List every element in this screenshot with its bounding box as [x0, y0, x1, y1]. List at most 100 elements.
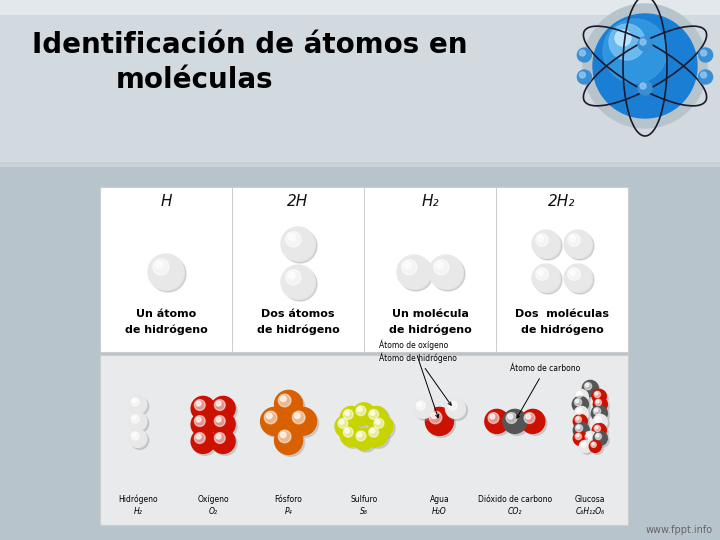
Circle shape	[283, 267, 317, 301]
Circle shape	[399, 257, 433, 291]
Circle shape	[521, 409, 545, 434]
Circle shape	[638, 37, 652, 51]
Circle shape	[211, 413, 235, 436]
Circle shape	[524, 413, 535, 423]
Circle shape	[575, 399, 590, 414]
Circle shape	[413, 399, 433, 418]
Circle shape	[581, 442, 593, 454]
Circle shape	[276, 428, 305, 456]
Circle shape	[534, 232, 562, 260]
Circle shape	[216, 417, 221, 422]
Circle shape	[215, 400, 225, 410]
FancyBboxPatch shape	[100, 187, 628, 352]
Circle shape	[595, 416, 609, 430]
Circle shape	[595, 433, 601, 440]
Circle shape	[196, 434, 201, 439]
Circle shape	[371, 415, 393, 437]
Circle shape	[191, 429, 215, 454]
Circle shape	[490, 414, 495, 419]
Circle shape	[215, 416, 225, 427]
Circle shape	[583, 4, 707, 128]
Circle shape	[585, 382, 600, 399]
Circle shape	[156, 261, 163, 268]
Circle shape	[568, 268, 580, 280]
Circle shape	[638, 81, 652, 95]
Circle shape	[573, 431, 588, 446]
Circle shape	[341, 424, 362, 446]
Circle shape	[575, 416, 582, 423]
Circle shape	[577, 409, 580, 412]
Circle shape	[402, 260, 417, 275]
Circle shape	[213, 431, 237, 455]
Circle shape	[281, 227, 315, 261]
Circle shape	[449, 402, 454, 407]
Circle shape	[426, 407, 454, 435]
Circle shape	[582, 380, 598, 396]
Text: C₆H₁₂O₆: C₆H₁₂O₆	[576, 507, 605, 516]
Circle shape	[532, 264, 560, 292]
Circle shape	[370, 411, 375, 415]
Circle shape	[194, 416, 205, 427]
Circle shape	[279, 394, 291, 407]
Circle shape	[415, 400, 436, 421]
Text: CO₂: CO₂	[508, 507, 522, 516]
Circle shape	[131, 431, 149, 449]
FancyBboxPatch shape	[0, 15, 720, 165]
Circle shape	[596, 400, 599, 403]
Circle shape	[266, 413, 272, 418]
Circle shape	[418, 402, 422, 407]
Circle shape	[593, 414, 607, 428]
Circle shape	[594, 426, 608, 440]
Circle shape	[564, 230, 592, 258]
Circle shape	[343, 409, 353, 420]
Text: Agua: Agua	[430, 495, 449, 503]
Circle shape	[428, 409, 456, 437]
Circle shape	[532, 230, 560, 258]
Circle shape	[577, 426, 580, 429]
Circle shape	[576, 434, 579, 437]
Circle shape	[131, 398, 139, 406]
Circle shape	[591, 442, 596, 448]
Text: Dos átomos: Dos átomos	[261, 309, 335, 319]
Circle shape	[338, 418, 348, 428]
Circle shape	[536, 268, 549, 280]
Circle shape	[698, 70, 713, 84]
Circle shape	[570, 235, 575, 241]
Circle shape	[131, 432, 139, 440]
Circle shape	[591, 406, 607, 421]
Circle shape	[593, 14, 697, 118]
Text: de hidrógeno: de hidrógeno	[125, 325, 207, 335]
Circle shape	[580, 441, 591, 453]
Circle shape	[150, 256, 186, 292]
Circle shape	[286, 269, 301, 285]
Circle shape	[280, 432, 286, 437]
Text: H₂O: H₂O	[432, 507, 447, 516]
Circle shape	[345, 411, 349, 415]
Circle shape	[448, 401, 457, 410]
Circle shape	[576, 408, 582, 415]
Circle shape	[640, 39, 646, 45]
Circle shape	[376, 420, 380, 424]
Circle shape	[523, 411, 547, 435]
Circle shape	[609, 24, 645, 60]
Circle shape	[129, 395, 147, 414]
Circle shape	[342, 426, 364, 448]
Circle shape	[585, 434, 599, 448]
Circle shape	[570, 269, 575, 275]
Circle shape	[342, 408, 364, 430]
Circle shape	[340, 420, 344, 424]
Circle shape	[595, 426, 598, 429]
Circle shape	[576, 408, 590, 422]
Circle shape	[505, 411, 529, 435]
Circle shape	[416, 401, 425, 410]
Circle shape	[366, 424, 388, 446]
Circle shape	[595, 416, 601, 423]
Circle shape	[487, 411, 511, 435]
Circle shape	[358, 433, 362, 437]
Text: www.fppt.info: www.fppt.info	[646, 525, 713, 535]
Circle shape	[526, 414, 531, 419]
Circle shape	[132, 399, 136, 403]
Text: Hidrógeno: Hidrógeno	[118, 494, 158, 504]
Circle shape	[538, 269, 544, 275]
Circle shape	[196, 401, 201, 406]
